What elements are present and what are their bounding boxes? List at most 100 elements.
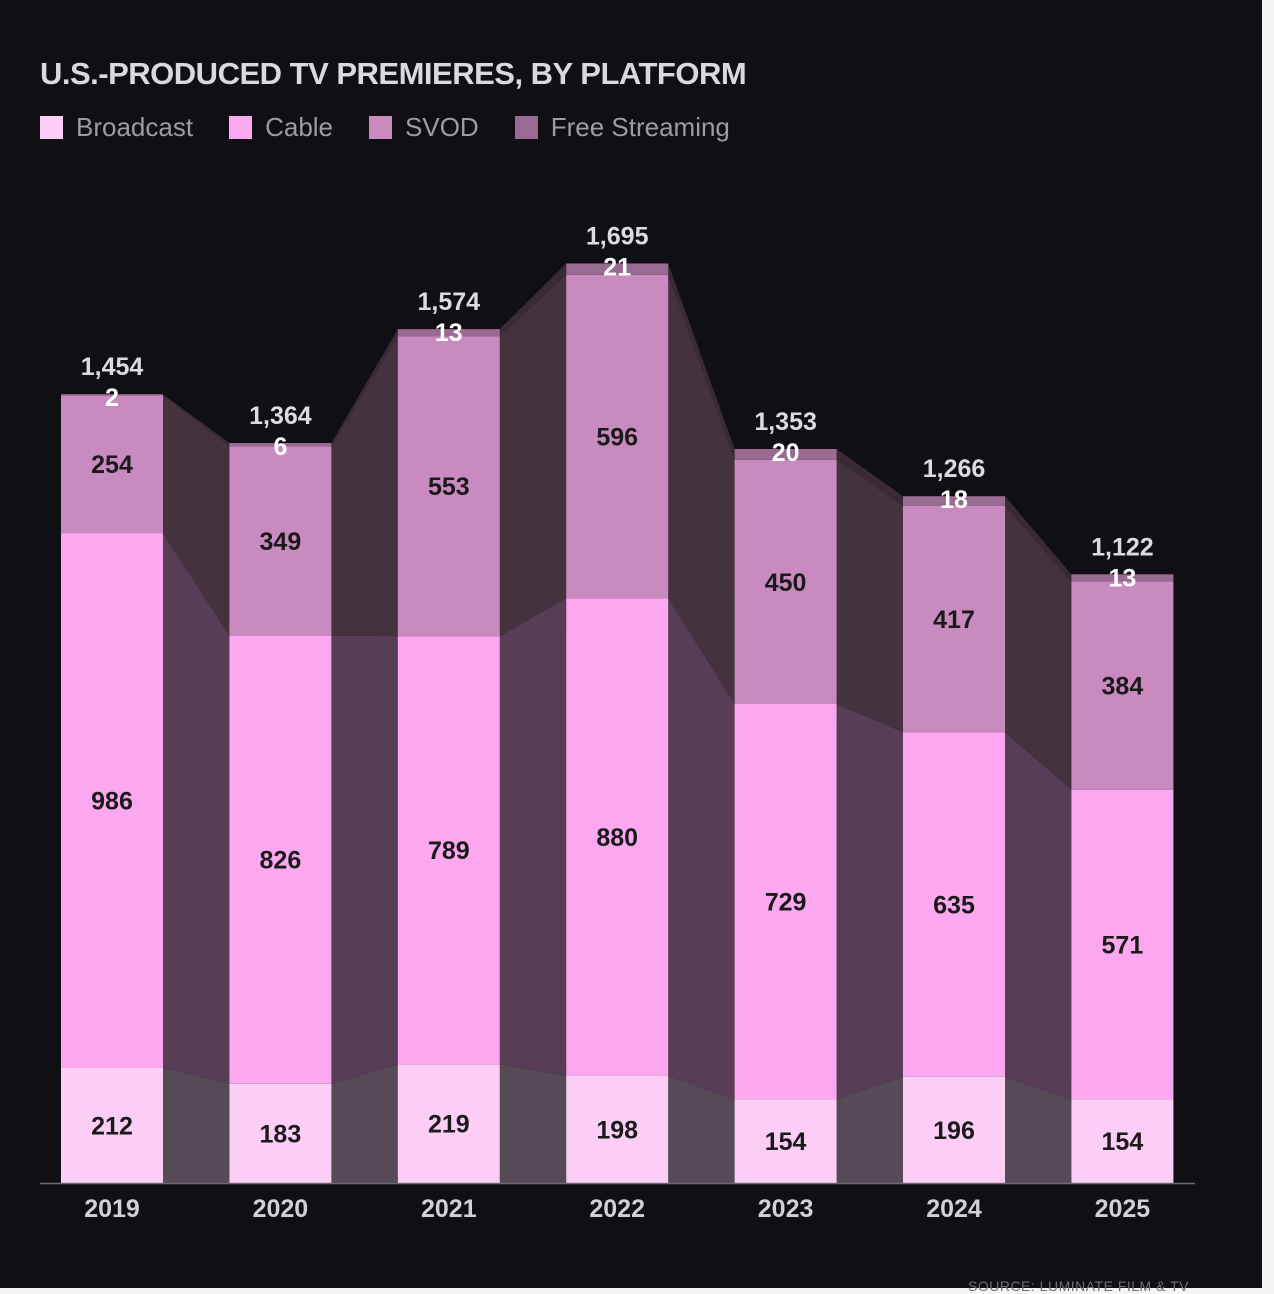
- total-label: 1,454: [81, 353, 144, 381]
- legend-label: Broadcast: [76, 112, 194, 142]
- data-label: 18: [940, 486, 968, 514]
- data-label: 789: [428, 837, 470, 865]
- connector-band-free-streaming: [499, 263, 567, 337]
- bar-segment-broadcast: [903, 1076, 1005, 1183]
- data-label: 596: [596, 424, 638, 452]
- connector-band-broadcast: [331, 1064, 398, 1183]
- legend-swatch-broadcast: [40, 116, 63, 139]
- data-label: 729: [765, 889, 807, 917]
- data-label: 349: [260, 528, 302, 556]
- bar-segment-svod: [734, 459, 837, 704]
- connector-band-free-streaming: [1005, 496, 1072, 582]
- data-label: 13: [435, 319, 463, 347]
- connector-band-svod: [836, 459, 903, 733]
- legend-item-broadcast: Broadcast: [40, 112, 193, 143]
- data-label: 635: [933, 891, 975, 919]
- bar-segment-free-streaming: [1071, 574, 1174, 582]
- legend: Broadcast Cable SVOD Free Streaming: [40, 112, 766, 143]
- legend-swatch-svod: [369, 116, 393, 139]
- legend-item-cable: Cable: [229, 112, 333, 143]
- data-label: 986: [91, 788, 133, 816]
- legend-label: SVOD: [405, 112, 479, 142]
- bar-segment-svod: [566, 274, 669, 599]
- data-label: 553: [428, 473, 470, 501]
- data-label: 826: [260, 847, 302, 875]
- data-label: 219: [428, 1111, 470, 1139]
- data-label: 417: [933, 606, 975, 634]
- bar-segment-cable: [903, 732, 1005, 1077]
- data-label: 2: [105, 384, 119, 412]
- bar-segment-free-streaming: [903, 496, 1005, 506]
- connector-band-broadcast: [163, 1067, 230, 1183]
- connector-band-broadcast: [668, 1075, 735, 1183]
- x-tick-label: 2019: [84, 1195, 140, 1223]
- data-label: 450: [765, 569, 807, 597]
- connector-band-free-streaming: [331, 329, 398, 447]
- bar-segment-cable: [397, 636, 500, 1065]
- connector-band-free-streaming: [836, 448, 903, 506]
- bar-segment-cable: [566, 598, 669, 1076]
- connector-band-broadcast: [836, 1076, 903, 1183]
- legend-label: Cable: [265, 112, 334, 142]
- data-label: 196: [933, 1117, 975, 1145]
- connector-band-broadcast: [1005, 1076, 1072, 1183]
- bar-segment-svod: [61, 395, 163, 534]
- bar-segment-broadcast: [397, 1064, 500, 1183]
- connector-band-cable: [163, 533, 230, 1084]
- data-label: 183: [260, 1120, 302, 1148]
- bar-segment-cable: [229, 635, 332, 1084]
- bar-segment-svod: [1071, 581, 1174, 790]
- data-label: 384: [1102, 673, 1144, 701]
- legend-swatch-free-streaming: [514, 116, 538, 139]
- data-label: 6: [273, 433, 287, 461]
- bar-segment-cable: [734, 703, 837, 1100]
- connector-band-cable: [668, 598, 735, 1100]
- data-label: 13: [1108, 564, 1136, 592]
- data-label: 154: [765, 1128, 807, 1156]
- connector-band-broadcast: [499, 1064, 567, 1183]
- data-label: 21: [603, 253, 631, 281]
- data-label: 20: [772, 439, 800, 467]
- connector-band-free-streaming: [163, 394, 230, 447]
- connector-band-free-streaming: [668, 263, 735, 460]
- data-label: 154: [1102, 1128, 1144, 1156]
- bar-segment-broadcast: [61, 1067, 163, 1183]
- connector-band-cable: [836, 703, 903, 1100]
- bar-segment-free-streaming: [397, 329, 500, 337]
- bar-segment-broadcast: [566, 1075, 669, 1183]
- bar-segment-free-streaming: [734, 448, 837, 460]
- x-tick-label: 2025: [1095, 1195, 1151, 1223]
- source-note: SOURCE: LUMINATE FILM & TV: [968, 1278, 1189, 1294]
- connector-band-svod: [499, 274, 567, 637]
- legend-swatch-cable: [229, 116, 253, 139]
- legend-item-free-streaming: Free Streaming: [514, 112, 730, 143]
- data-label: 880: [596, 824, 638, 852]
- connector-band-cable: [331, 635, 398, 1084]
- connector-band-svod: [163, 395, 230, 636]
- x-tick-label: 2022: [589, 1195, 645, 1223]
- x-tick-label: 2021: [421, 1195, 477, 1223]
- bar-segment-free-streaming: [61, 394, 163, 396]
- connector-band-svod: [1005, 505, 1072, 790]
- bar-segment-free-streaming: [229, 443, 332, 447]
- total-label: 1,364: [249, 402, 312, 430]
- connector-band-cable: [1005, 732, 1072, 1100]
- legend-label: Free Streaming: [550, 112, 730, 142]
- bar-segment-svod: [229, 446, 332, 636]
- connector-band-svod: [331, 336, 398, 637]
- total-label: 1,266: [923, 455, 986, 483]
- bar-segment-cable: [1071, 789, 1174, 1100]
- total-label: 1,574: [418, 288, 481, 316]
- data-label: 212: [91, 1112, 133, 1140]
- bar-segment-cable: [61, 533, 163, 1068]
- x-tick-label: 2023: [758, 1195, 814, 1223]
- connector-band-cable: [499, 598, 567, 1076]
- bar-segment-free-streaming: [566, 263, 669, 275]
- bar-segment-svod: [903, 505, 1005, 733]
- total-label: 1,695: [586, 222, 649, 250]
- data-label: 254: [91, 451, 133, 479]
- bar-segment-broadcast: [734, 1099, 837, 1183]
- total-label: 1,353: [754, 408, 817, 436]
